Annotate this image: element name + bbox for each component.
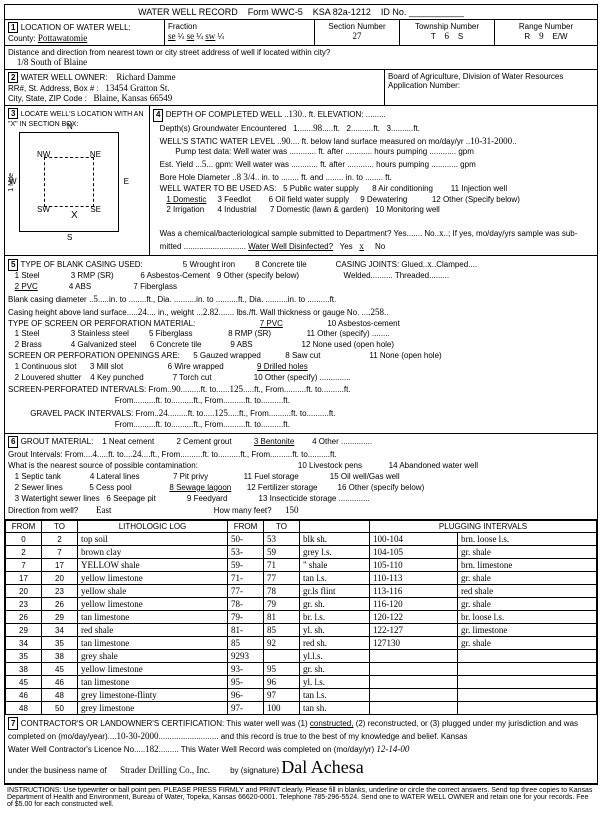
city: Blaine, Kansas 66549: [94, 93, 173, 103]
table-row: 3435tan limestone8592red sh.127130gr. sh…: [6, 637, 597, 650]
table-row: 1720yellow limestone71-77tan l.s.110-113…: [6, 572, 597, 585]
ksa: KSA 82a-1212: [313, 7, 371, 17]
table-row: 717YELLOW shale59-71" shale105-110brn. l…: [6, 559, 597, 572]
board: Board of Agriculture, Division of Water …: [388, 72, 563, 81]
city-label: City, State, ZIP Code :: [8, 94, 87, 103]
section-6: 6 GROUT MATERIAL: 1 Neat cement 2 Cement…: [5, 434, 597, 521]
table-row: 2023yellow shale77-78gr.ls flint113-116r…: [6, 585, 597, 598]
f3: sw: [205, 31, 215, 41]
id-label: ID No.: [381, 7, 407, 17]
loc-label: LOCATION OF WATER WELL:: [21, 23, 131, 32]
lithologic-log: FROM TO LITHOLOGIC LOG FROM TO PLUGGING …: [5, 520, 597, 715]
sec3-num: 3: [8, 108, 18, 119]
sec1-num: 1: [8, 22, 18, 33]
addr: 13454 Gratton St.: [105, 83, 169, 93]
table-row: 2629tan limestone79-81br. l.s.120-122br.…: [6, 611, 597, 624]
sec3-label: LOCATE WELL'S LOCATION WITH AN "X" IN SE…: [8, 111, 144, 128]
addr-label: RR#, St. Address, Box # :: [8, 84, 99, 93]
distance-row: Distance and direction from nearest town…: [5, 46, 597, 70]
fraction-label: Fraction: [168, 22, 197, 31]
sec5-num: 5: [8, 259, 18, 272]
section-label: Section Number: [328, 22, 385, 31]
dist: 1/8 South of Blaine: [17, 57, 87, 67]
section-2: 2 WATER WELL OWNER: Richard Damme RR#, S…: [5, 70, 597, 106]
table-row: 02top soil50-53blk sh.100-104brn. loose …: [6, 533, 597, 546]
appno: Application Number:: [388, 81, 460, 90]
well-record-form: WATER WELL RECORD Form WWC-5 KSA 82a-121…: [4, 4, 598, 785]
section-3-4: 3 LOCATE WELL'S LOCATION WITH AN "X" IN …: [5, 106, 597, 256]
sec6-num: 6: [8, 436, 18, 449]
f1: se: [168, 31, 176, 41]
sec2-num: 2: [8, 72, 18, 83]
county: Pottawatomie: [38, 33, 88, 43]
form-no: Form WWC-5: [248, 7, 303, 17]
table-row: 2326yellow limestone78-79gr. sh.116-120g…: [6, 598, 597, 611]
depth-label: DEPTH OF COMPLETED WELL: [166, 110, 282, 119]
range-label: Range Number: [519, 22, 573, 31]
section-1: 1 LOCATION OF WATER WELL: County: Pottaw…: [5, 20, 597, 46]
owner-label: WATER WELL OWNER:: [21, 73, 108, 82]
section-box: NW NE SW SE N S E W X: [19, 132, 119, 232]
instructions: INSTRUCTIONS: Use typewriter or ball poi…: [4, 785, 598, 810]
title: WATER WELL RECORD: [138, 7, 238, 17]
form-header: WATER WELL RECORD Form WWC-5 KSA 82a-121…: [5, 5, 597, 20]
table-row: 3845yellow limestone93-95gr. sh.: [6, 663, 597, 676]
dist-label: Distance and direction from nearest town…: [8, 48, 330, 57]
township-label: Township Number: [415, 22, 479, 31]
sec7-num: 7: [8, 717, 18, 730]
section-7: 7 CONTRACTOR'S OR LANDOWNER'S CERTIFICAT…: [5, 715, 597, 784]
table-row: 2934red shale81-85yl. sh.122-127gr. lime…: [6, 624, 597, 637]
table-row: 27brown clay53-59grey l.s.104-105gr. sha…: [6, 546, 597, 559]
county-label: County:: [8, 34, 36, 43]
x-mark: X: [71, 210, 78, 221]
range: 9: [539, 31, 544, 41]
section-5: 5 TYPE OF BLANK CASING USED: 5 Wrought i…: [5, 256, 597, 434]
signature: Dal Achesa: [281, 755, 363, 780]
owner-name: Richard Damme: [116, 72, 175, 82]
table-row: 4546tan limestone95-96yl. l.s.: [6, 676, 597, 689]
sec4-num: 4: [153, 109, 163, 122]
table-row: 4648grey limestone-flinty96-97tan l.s.: [6, 689, 597, 702]
section: 27: [353, 31, 362, 41]
table-row: 4850grey limestone97-100tan sh.: [6, 702, 597, 715]
f2: se: [187, 31, 195, 41]
township: 6: [444, 31, 449, 41]
table-row: 3538grey shale9293yl.l.s.: [6, 650, 597, 663]
depth: 130: [289, 109, 303, 119]
